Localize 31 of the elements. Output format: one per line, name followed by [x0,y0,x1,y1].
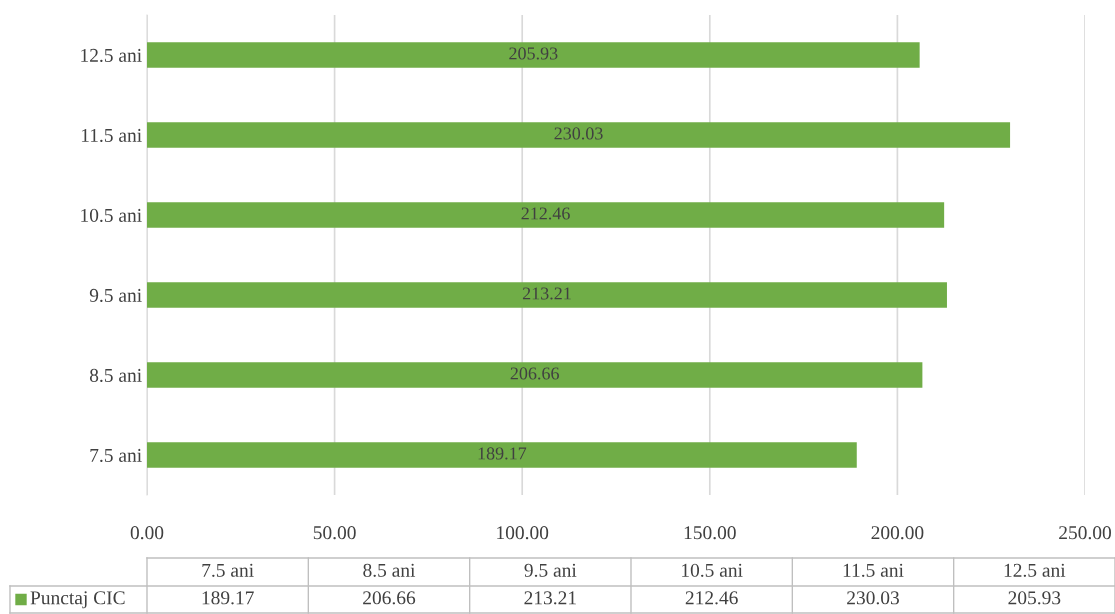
x-tick-label: 50.00 [313,526,356,540]
y-tick-label: 7.5 ani [90,448,142,463]
text: 205.93 [1008,591,1061,605]
y-tick-label: 10.5 ani [81,208,142,223]
text: 206.66 [363,591,416,605]
x-tick-label: 0.00 [130,526,164,540]
category-label: 9.5 ani [524,563,577,577]
data-label: 205.93 [509,47,558,60]
category-label: 12.5 ani [1004,563,1066,577]
text: 213.21 [524,591,576,605]
y-tick-label: 9.5 ani [89,288,142,303]
category-label: 11.5 ani [843,563,904,577]
data-label: 206.66 [510,367,559,380]
legend-label: Punctaj CIC [30,591,125,609]
data-label: 189.17 [478,447,527,460]
x-tick-label: 100.00 [497,526,549,540]
data-label: 230.03 [554,127,603,140]
y-tick-label: 8.5 ani [89,368,142,383]
y-tick-label: 11.5 ani [81,128,142,143]
text: 212.46 [685,591,738,605]
data-label: 213.21 [522,287,571,300]
category-label: 10.5 ani [682,563,743,577]
x-tick-label: 150.00 [684,526,736,540]
x-tick-label: 250.00 [1059,526,1111,540]
y-tick-label: 12.5 ani [81,48,142,63]
data-label: 212.46 [521,207,570,220]
category-label: 8.5 ani [363,563,416,577]
text: 189.17 [202,591,254,605]
text: 230.03 [847,591,899,605]
category-label: 7.5 ani [202,563,254,577]
x-tick-label: 200.00 [871,526,924,540]
